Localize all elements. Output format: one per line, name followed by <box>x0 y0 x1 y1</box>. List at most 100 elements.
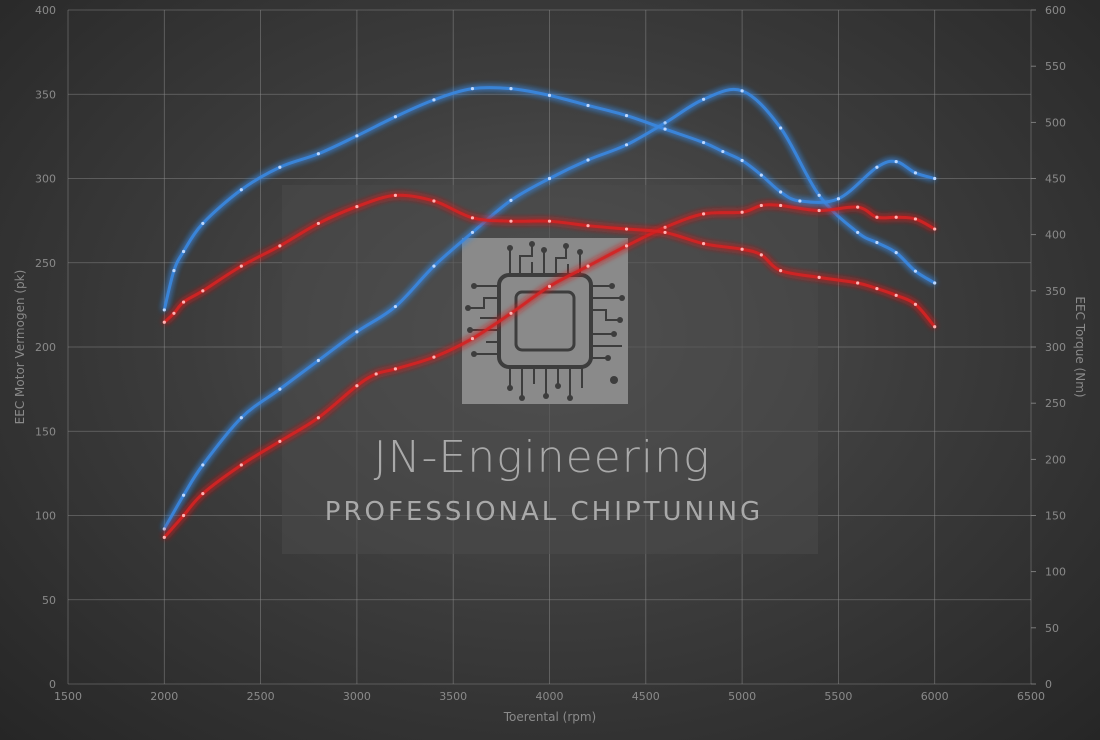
x-tick-label: 5500 <box>824 690 852 703</box>
data-point <box>740 158 744 163</box>
series-layer <box>162 86 937 540</box>
data-point <box>470 87 475 91</box>
data-point <box>355 204 359 209</box>
data-point <box>509 198 513 203</box>
data-point <box>470 216 475 220</box>
data-point <box>470 336 475 341</box>
data-point <box>432 264 436 268</box>
data-point <box>316 416 320 420</box>
x-tick-label: 5000 <box>728 690 756 703</box>
data-point <box>316 152 320 156</box>
data-point <box>856 205 860 209</box>
data-point <box>624 143 629 147</box>
data-point <box>374 372 378 376</box>
x-tick-label: 4500 <box>632 690 660 703</box>
y-axis-left-title: EEC Motor Vermogen (pk) <box>13 270 27 425</box>
y-right-tick-label: 600 <box>1045 4 1066 17</box>
data-point <box>393 115 398 119</box>
data-point <box>913 171 918 175</box>
data-point <box>624 227 629 231</box>
data-point <box>663 230 667 235</box>
y-left-tick-label: 400 <box>35 4 56 17</box>
data-point <box>933 227 937 231</box>
series-line-4 <box>163 193 936 328</box>
data-point <box>817 208 821 213</box>
x-tick-label: 2000 <box>150 690 178 703</box>
data-point <box>740 210 744 214</box>
data-point <box>759 203 763 208</box>
x-tick-label: 3000 <box>343 690 371 703</box>
data-point <box>547 93 552 97</box>
y-left-tick-label: 50 <box>42 594 56 607</box>
data-point <box>624 244 629 248</box>
data-point <box>875 215 879 219</box>
data-point <box>201 221 205 226</box>
y-left-tick-label: 100 <box>35 510 56 523</box>
data-point <box>316 221 320 226</box>
data-point <box>201 491 205 496</box>
data-point <box>509 87 513 91</box>
data-point <box>201 463 205 467</box>
data-point <box>355 384 359 388</box>
y-right-tick-label: 50 <box>1045 622 1059 635</box>
data-point <box>393 193 398 197</box>
data-point <box>239 416 243 420</box>
data-point <box>779 126 783 130</box>
data-point <box>586 158 590 162</box>
y-right-tick-label: 300 <box>1045 341 1066 354</box>
data-point <box>432 199 436 203</box>
data-point <box>856 230 860 235</box>
data-point <box>181 513 186 518</box>
data-point <box>701 140 706 145</box>
data-point <box>432 98 436 102</box>
y-left-tick-label: 200 <box>35 341 56 354</box>
data-point <box>432 355 436 359</box>
watermark-subtitle: PROFESSIONAL CHIPTUNING <box>325 497 763 527</box>
data-point <box>875 240 879 245</box>
y-right-tick-label: 350 <box>1045 285 1066 298</box>
data-point <box>393 367 398 371</box>
data-point <box>547 176 552 181</box>
data-point <box>701 97 706 101</box>
data-point <box>875 286 879 291</box>
data-point <box>172 269 176 273</box>
series-line-2 <box>163 203 936 539</box>
data-point <box>913 269 918 273</box>
data-point <box>933 281 937 285</box>
data-point <box>894 251 898 255</box>
y-left-tick-label: 150 <box>35 425 56 438</box>
data-point <box>779 190 783 194</box>
x-tick-label: 4000 <box>536 690 564 703</box>
data-point <box>278 439 282 443</box>
y-right-tick-label: 550 <box>1045 60 1066 73</box>
data-point <box>817 275 821 279</box>
data-point <box>740 89 744 93</box>
data-point <box>798 199 802 203</box>
x-tick-label: 2500 <box>247 690 275 703</box>
x-axis-title: Toerental (rpm) <box>503 710 596 724</box>
data-point <box>278 244 282 248</box>
data-point <box>779 203 783 208</box>
data-point <box>509 311 513 315</box>
y-left-tick-label: 250 <box>35 257 56 270</box>
data-point <box>239 264 243 268</box>
y-right-tick-label: 400 <box>1045 229 1066 242</box>
data-point <box>913 302 918 306</box>
watermark: JN-Engineering PROFESSIONAL CHIPTUNING <box>282 185 818 554</box>
data-point <box>894 215 898 219</box>
y-left-tick-label: 300 <box>35 173 56 186</box>
data-point <box>278 165 282 169</box>
y-right-tick-label: 0 <box>1045 678 1052 691</box>
data-point <box>201 289 205 293</box>
chip-logo-icon <box>462 238 628 404</box>
y-right-tick-label: 500 <box>1045 116 1066 129</box>
data-point <box>162 535 166 540</box>
data-point <box>547 219 552 223</box>
data-point <box>817 193 821 197</box>
data-point <box>355 330 359 334</box>
data-point <box>586 103 590 108</box>
y-right-tick-label: 450 <box>1045 173 1066 186</box>
data-point <box>663 127 667 131</box>
